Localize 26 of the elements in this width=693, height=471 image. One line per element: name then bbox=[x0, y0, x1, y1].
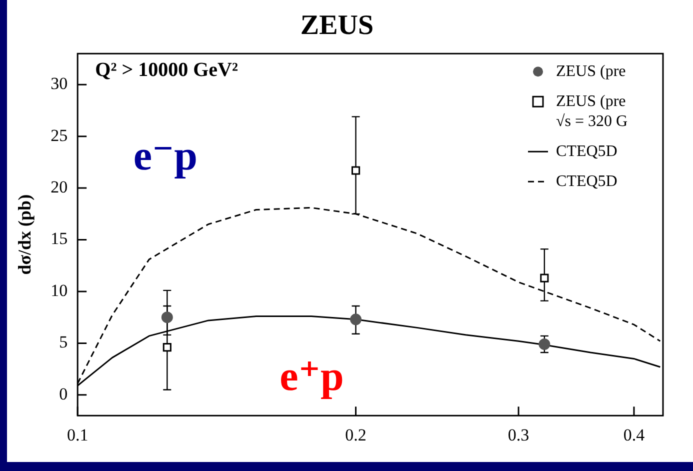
annotation: e⁺p bbox=[280, 354, 344, 400]
x-tick-label: 0.4 bbox=[623, 425, 646, 444]
legend-label: ZEUS (pre bbox=[556, 62, 626, 80]
y-tick-label: 10 bbox=[50, 280, 68, 300]
point bbox=[352, 166, 360, 175]
x-tick-label: 0.2 bbox=[345, 425, 366, 444]
point bbox=[162, 343, 172, 352]
annotation: Q² > 10000 GeV² bbox=[95, 59, 238, 82]
y-axis-title: dσ/dx (pb) bbox=[14, 194, 34, 275]
chart-title: ZEUS bbox=[300, 10, 374, 42]
point bbox=[540, 274, 549, 282]
y-tick-label: 25 bbox=[50, 126, 68, 145]
point bbox=[161, 312, 173, 324]
legend-label: CTEQ5D bbox=[556, 142, 618, 160]
x-tick-label: 0.1 bbox=[66, 425, 88, 444]
y-tick-label: 20 bbox=[50, 178, 68, 197]
y-tick-label: 30 bbox=[50, 74, 68, 94]
annotation: e⁻p bbox=[133, 133, 198, 180]
y-tick-label: 0 bbox=[59, 384, 68, 404]
y-tick-label: 15 bbox=[50, 229, 68, 248]
point bbox=[538, 338, 550, 350]
legend-label: CTEQ5D bbox=[556, 172, 618, 190]
x-tick-label: 0.3 bbox=[508, 425, 530, 444]
legend-label: ZEUS (pre √s = 320 G bbox=[556, 92, 628, 130]
point bbox=[350, 314, 362, 326]
y-tick-label: 5 bbox=[59, 332, 68, 352]
